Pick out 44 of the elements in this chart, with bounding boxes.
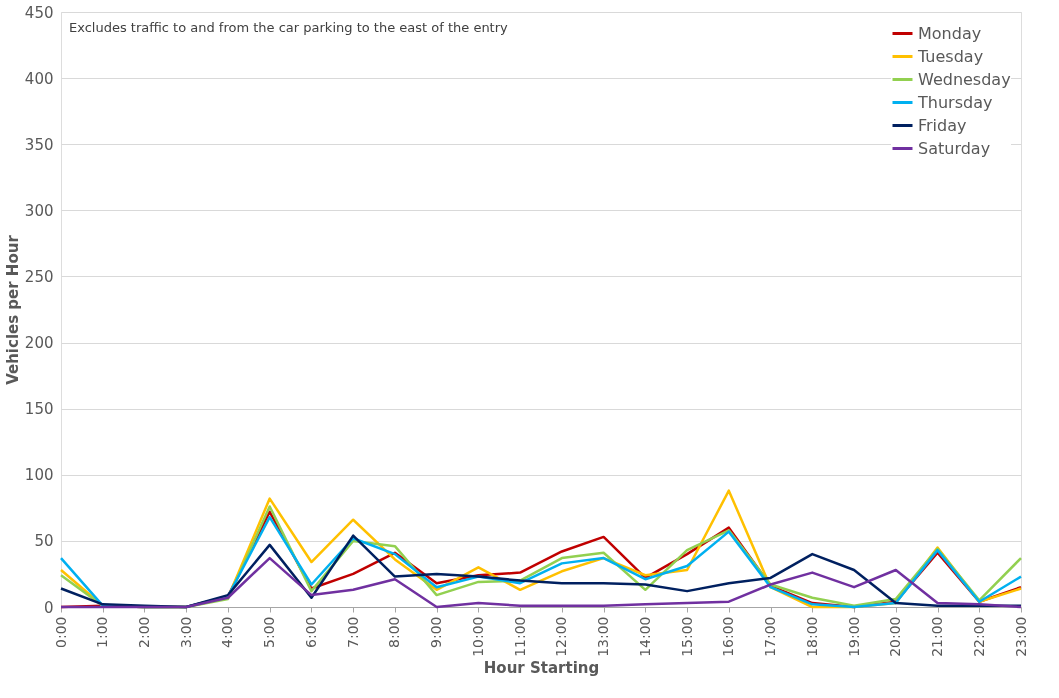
- line-series: [59, 556, 1023, 609]
- legend-label: Thursday: [917, 92, 993, 112]
- x-tick-label: 12:00: [553, 616, 570, 657]
- legend-label: Tuesday: [917, 46, 984, 66]
- y-axis-title: Vehicles per Hour: [3, 234, 22, 385]
- x-tick-label: 9:00: [428, 616, 445, 648]
- y-tick-label: 200: [24, 334, 54, 353]
- annotation: Excludes traffic to and from the car parking to the east of the entry: [69, 20, 509, 35]
- x-tick-label: 18:00: [803, 616, 820, 657]
- x-tick-label: 0:00: [52, 616, 69, 648]
- y-tick-label: 100: [24, 466, 54, 485]
- legend-label: Monday: [918, 23, 982, 43]
- y-tick-label: 50: [34, 532, 54, 551]
- x-tick-label: 14:00: [636, 616, 653, 657]
- x-tick-label: 4:00: [219, 616, 236, 648]
- x-tick-label: 10:00: [469, 616, 486, 657]
- y-tick-label: 300: [24, 201, 54, 220]
- x-tick-label: 23:00: [1012, 616, 1029, 657]
- x-tick-label: 8:00: [386, 616, 403, 648]
- y-tick-label: 0: [43, 598, 54, 617]
- legend-label: Wednesday: [918, 69, 1011, 89]
- x-tick-label: 7:00: [344, 616, 361, 648]
- x-tick-label: 13:00: [595, 616, 612, 657]
- x-tick-label: 15:00: [678, 616, 695, 657]
- x-axis-title: Hour Starting: [483, 658, 600, 677]
- x-tick-label: 22:00: [970, 616, 987, 657]
- y-tick-label: 350: [24, 135, 54, 154]
- y-tick-label: 150: [24, 400, 54, 419]
- y-tick-label: 450: [24, 3, 54, 22]
- x-tick-label: 11:00: [511, 616, 528, 657]
- x-tick-label: 21:00: [929, 616, 946, 657]
- y-tick-label: 250: [24, 267, 54, 286]
- x-tick-label: 19:00: [845, 616, 862, 657]
- legend-label: Saturday: [918, 138, 991, 158]
- x-tick-label: 16:00: [720, 616, 737, 657]
- x-tick-label: 3:00: [177, 616, 194, 648]
- x-tick-label: 17:00: [762, 616, 779, 657]
- y-tick-label: 400: [24, 69, 54, 88]
- x-tick-label: 5:00: [261, 616, 278, 648]
- x-tick-label: 1:00: [94, 616, 111, 648]
- x-tick-label: 6:00: [302, 616, 319, 648]
- legend-label: Friday: [918, 115, 967, 135]
- x-tick-label: 2:00: [135, 616, 152, 648]
- x-tick-label: 20:00: [887, 616, 904, 657]
